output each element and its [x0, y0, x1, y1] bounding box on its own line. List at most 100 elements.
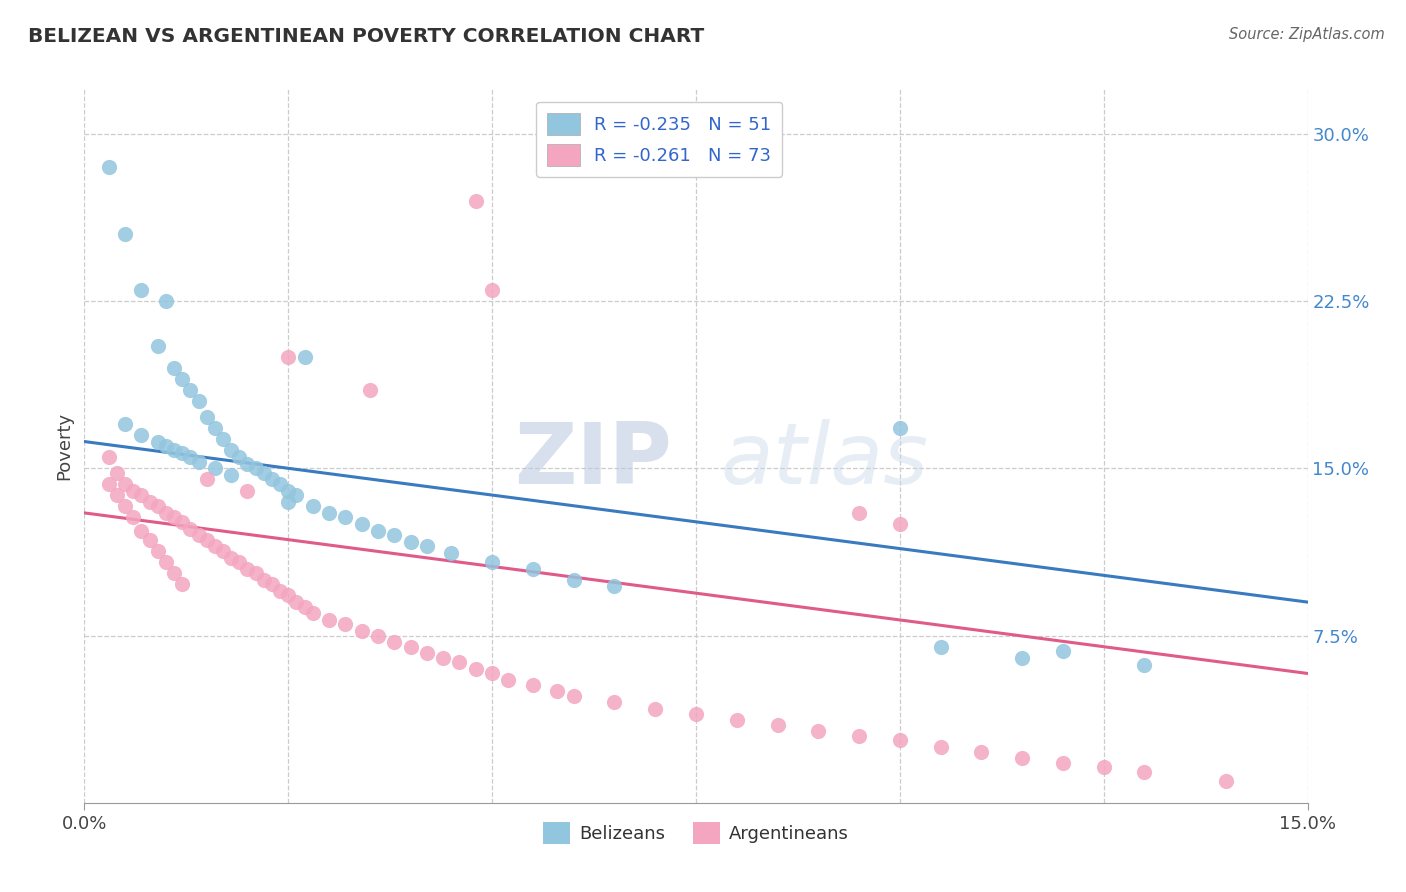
Point — [399, 640, 422, 654]
Point — [245, 566, 267, 581]
Point — [562, 689, 585, 703]
Point — [204, 461, 226, 475]
Point — [212, 543, 235, 558]
Point — [172, 372, 194, 386]
Point — [131, 427, 153, 442]
Point — [644, 702, 666, 716]
Point — [1215, 773, 1237, 788]
Point — [367, 524, 389, 538]
Point — [253, 466, 276, 480]
Point — [725, 714, 748, 728]
Point — [236, 562, 259, 576]
Point — [335, 617, 357, 632]
Point — [416, 539, 439, 553]
Point — [163, 360, 186, 375]
Point — [155, 555, 177, 569]
Point — [179, 384, 201, 398]
Point — [219, 467, 242, 482]
Y-axis label: Poverty: Poverty — [55, 412, 73, 480]
Point — [359, 384, 381, 398]
Point — [464, 662, 486, 676]
Point — [179, 450, 201, 464]
Point — [138, 533, 160, 547]
Point — [97, 450, 120, 464]
Text: Source: ZipAtlas.com: Source: ZipAtlas.com — [1229, 27, 1385, 42]
Point — [195, 409, 218, 424]
Point — [187, 528, 209, 542]
Point — [97, 161, 120, 175]
Point — [766, 717, 789, 731]
Point — [603, 580, 626, 594]
Point — [335, 510, 357, 524]
Point — [464, 194, 486, 208]
Point — [219, 443, 242, 458]
Point — [122, 483, 145, 498]
Point — [522, 562, 544, 576]
Point — [187, 454, 209, 469]
Point — [131, 283, 153, 297]
Point — [114, 476, 136, 491]
Point — [146, 499, 169, 513]
Point — [1011, 751, 1033, 765]
Point — [277, 589, 299, 603]
Point — [929, 740, 952, 755]
Point — [219, 550, 242, 565]
Point — [848, 506, 870, 520]
Point — [498, 673, 520, 687]
Point — [236, 457, 259, 471]
Point — [204, 421, 226, 435]
Point — [318, 506, 340, 520]
Text: ZIP: ZIP — [513, 418, 672, 502]
Point — [277, 350, 299, 364]
Point — [807, 724, 830, 739]
Point — [481, 283, 503, 297]
Point — [1133, 657, 1156, 672]
Point — [889, 733, 911, 747]
Point — [277, 483, 299, 498]
Point — [155, 293, 177, 308]
Point — [245, 461, 267, 475]
Point — [105, 488, 128, 502]
Point — [146, 338, 169, 352]
Point — [228, 450, 250, 464]
Point — [179, 521, 201, 535]
Point — [301, 607, 323, 621]
Point — [285, 488, 308, 502]
Point — [236, 483, 259, 498]
Point — [253, 573, 276, 587]
Point — [970, 744, 993, 758]
Point — [1052, 756, 1074, 770]
Point — [301, 499, 323, 513]
Point — [562, 573, 585, 587]
Point — [546, 684, 568, 698]
Point — [212, 432, 235, 446]
Point — [603, 696, 626, 710]
Point — [440, 546, 463, 560]
Point — [382, 635, 405, 649]
Point — [399, 534, 422, 549]
Point — [155, 506, 177, 520]
Point — [416, 646, 439, 660]
Point — [350, 516, 373, 531]
Point — [195, 533, 218, 547]
Point — [432, 651, 454, 665]
Point — [318, 613, 340, 627]
Point — [172, 445, 194, 460]
Point — [138, 494, 160, 508]
Point — [294, 350, 316, 364]
Text: BELIZEAN VS ARGENTINEAN POVERTY CORRELATION CHART: BELIZEAN VS ARGENTINEAN POVERTY CORRELAT… — [28, 27, 704, 45]
Point — [277, 494, 299, 508]
Legend: Belizeans, Argentineans: Belizeans, Argentineans — [536, 814, 856, 851]
Point — [122, 510, 145, 524]
Point — [163, 443, 186, 458]
Point — [204, 539, 226, 553]
Point — [685, 706, 707, 721]
Point — [228, 555, 250, 569]
Point — [889, 421, 911, 435]
Point — [260, 577, 283, 591]
Point — [269, 476, 291, 491]
Point — [889, 516, 911, 531]
Point — [1092, 760, 1115, 774]
Point — [163, 566, 186, 581]
Point — [146, 543, 169, 558]
